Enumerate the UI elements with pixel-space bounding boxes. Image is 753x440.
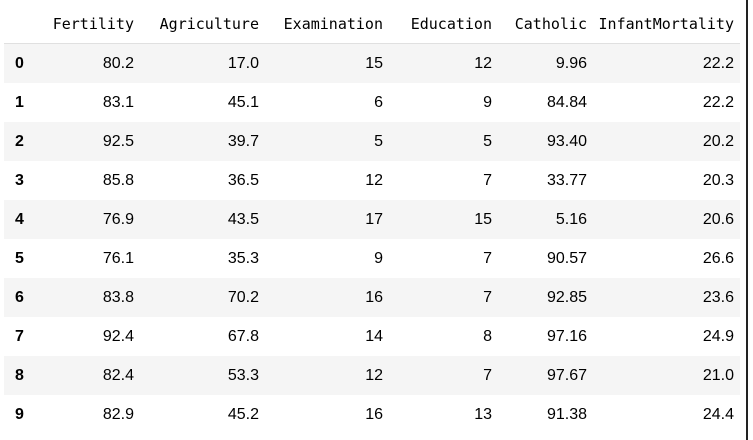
table-row: 9 82.9 45.2 16 13 91.38 24.4 [4,395,740,434]
cell-agriculture: 17.0 [227,54,259,72]
column-header-fertility: Fertility [44,4,140,44]
cell-education: 5 [483,132,492,150]
cell-fertility: 85.8 [102,171,134,189]
cell-examination: 5 [374,132,383,150]
column-header-infant-mortality: InfantMortality [593,4,740,44]
cell-fertility: 82.9 [102,405,134,423]
column-header-education: Education [389,4,498,44]
cell-catholic: 84.84 [546,93,587,111]
cell-fertility: 76.1 [102,249,134,267]
cell-examination: 6 [374,93,383,111]
cell-agriculture: 36.5 [227,171,259,189]
cell-infant-mortality: 21.0 [702,366,734,384]
cell-agriculture: 67.8 [227,327,259,345]
cell-infant-mortality: 26.6 [702,249,734,267]
cell-education: 7 [483,366,492,384]
row-index: 0 [15,54,24,72]
row-index: 6 [15,288,24,306]
table-row: 8 82.4 53.3 12 7 97.67 21.0 [4,356,740,395]
cell-catholic: 90.57 [546,249,587,267]
cell-infant-mortality: 20.6 [702,210,734,228]
cell-education: 7 [483,288,492,306]
cell-fertility: 92.5 [102,132,134,150]
cell-agriculture: 43.5 [227,210,259,228]
cell-fertility: 92.4 [102,327,134,345]
cell-examination: 9 [374,249,383,267]
row-index: 9 [15,405,24,423]
cell-catholic: 9.96 [555,54,587,72]
table-row: 0 80.2 17.0 15 12 9.96 22.2 [4,43,740,83]
cell-infant-mortality: 20.2 [702,132,734,150]
cell-examination: 14 [365,327,383,345]
row-index: 3 [15,171,24,189]
row-index: 8 [15,366,24,384]
cell-agriculture: 35.3 [227,249,259,267]
column-header-examination: Examination [265,4,389,44]
table-row: 2 92.5 39.7 5 5 93.40 20.2 [4,122,740,161]
cell-fertility: 76.9 [102,210,134,228]
cell-agriculture: 45.2 [227,405,259,423]
cell-infant-mortality: 23.6 [702,288,734,306]
cell-education: 12 [474,54,492,72]
cell-agriculture: 70.2 [227,288,259,306]
table-row: 6 83.8 70.2 16 7 92.85 23.6 [4,278,740,317]
column-header-catholic: Catholic [498,4,593,44]
cell-infant-mortality: 22.2 [702,54,734,72]
cell-agriculture: 53.3 [227,366,259,384]
cell-catholic: 97.67 [546,366,587,384]
cell-catholic: 97.16 [546,327,587,345]
cell-fertility: 80.2 [102,54,134,72]
cell-education: 7 [483,249,492,267]
cell-fertility: 82.4 [102,366,134,384]
column-header-agriculture: Agriculture [140,4,265,44]
table-row: 7 92.4 67.8 14 8 97.16 24.9 [4,317,740,356]
cell-catholic: 93.40 [546,132,587,150]
row-index: 7 [15,327,24,345]
row-index: 4 [15,210,24,228]
cell-education: 13 [474,405,492,423]
cell-catholic: 33.77 [546,171,587,189]
cell-education: 9 [483,93,492,111]
cell-examination: 15 [365,54,383,72]
dataframe-table: Fertility Agriculture Examination Educat… [4,4,740,434]
cell-examination: 12 [365,366,383,384]
cell-infant-mortality: 24.4 [702,405,734,423]
cell-examination: 16 [365,288,383,306]
cell-examination: 12 [365,171,383,189]
cell-fertility: 83.1 [102,93,134,111]
cell-education: 7 [483,171,492,189]
cell-agriculture: 45.1 [227,93,259,111]
cell-fertility: 83.8 [102,288,134,306]
row-index: 5 [15,249,24,267]
scrollbar-edge[interactable] [741,0,753,440]
cell-catholic: 5.16 [555,210,587,228]
table-row: 3 85.8 36.5 12 7 33.77 20.3 [4,161,740,200]
cell-agriculture: 39.7 [227,132,259,150]
cell-catholic: 92.85 [546,288,587,306]
cell-infant-mortality: 24.9 [702,327,734,345]
cell-examination: 16 [365,405,383,423]
cell-catholic: 91.38 [546,405,587,423]
row-index: 1 [15,93,24,111]
table-row: 5 76.1 35.3 9 7 90.57 26.6 [4,239,740,278]
row-index: 2 [15,132,24,150]
header-row: Fertility Agriculture Examination Educat… [4,4,740,44]
cell-infant-mortality: 22.2 [702,93,734,111]
cell-education: 15 [474,210,492,228]
table-row: 1 83.1 45.1 6 9 84.84 22.2 [4,83,740,122]
cell-examination: 17 [365,210,383,228]
table-body: 0 80.2 17.0 15 12 9.96 22.2 1 83.1 45.1 6 9 84.84 22.… [4,43,740,434]
cell-education: 8 [483,327,492,345]
table-row: 4 76.9 43.5 17 15 5.16 20.6 [4,200,740,239]
index-header [4,4,44,44]
cell-infant-mortality: 20.3 [702,171,734,189]
